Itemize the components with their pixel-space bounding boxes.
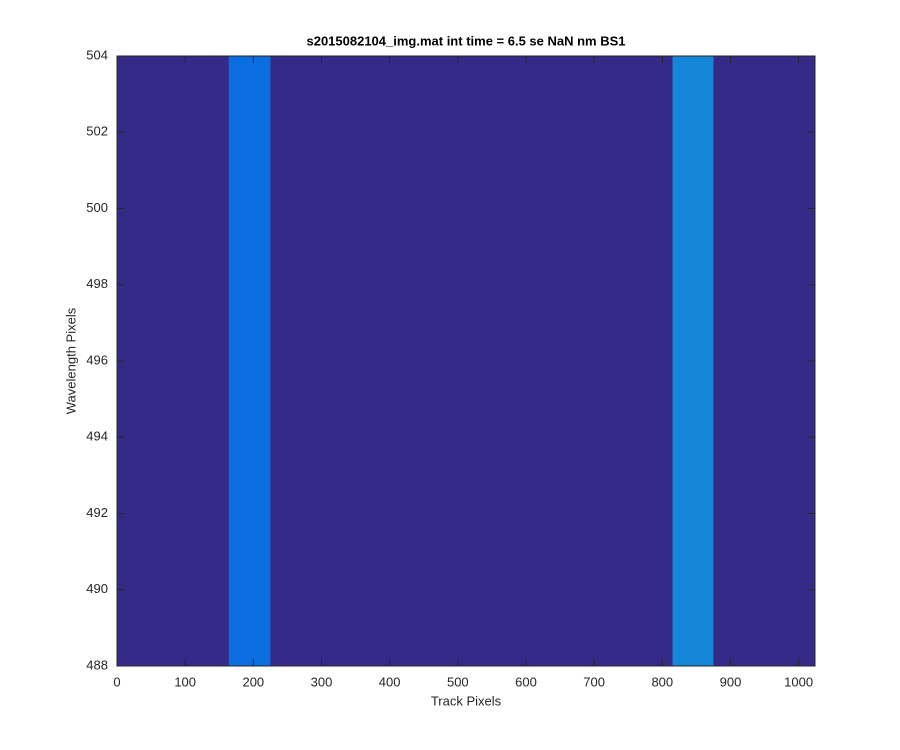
x-tick-label: 400 [379, 674, 401, 689]
x-tick-label: 500 [447, 674, 469, 689]
x-tick-label: 700 [583, 674, 605, 689]
x-tick-label: 900 [720, 674, 742, 689]
y-tick-label: 502 [86, 124, 108, 139]
y-tick-label: 504 [86, 47, 108, 62]
x-tick-label: 0 [113, 674, 120, 689]
x-tick-label: 800 [651, 674, 673, 689]
y-axis-label: Wavelength Pixels [63, 307, 78, 414]
y-tick-label: 490 [86, 581, 108, 596]
y-tick-label: 494 [86, 429, 108, 444]
y-tick-label: 488 [86, 657, 108, 672]
y-tick-label: 496 [86, 352, 108, 367]
y-tick-label: 498 [86, 276, 108, 291]
x-tick-label: 1000 [784, 674, 813, 689]
band [228, 56, 271, 666]
y-tick-label: 492 [86, 505, 108, 520]
x-tick-label: 200 [242, 674, 264, 689]
x-tick-label: 100 [174, 674, 196, 689]
x-tick-label: 300 [311, 674, 333, 689]
x-tick-label: 600 [515, 674, 537, 689]
band [672, 56, 714, 666]
y-tick-label: 500 [86, 200, 108, 215]
chart-title: s2015082104_img.mat int time = 6.5 se Na… [306, 33, 625, 48]
x-axis-label: Track Pixels [431, 693, 502, 708]
